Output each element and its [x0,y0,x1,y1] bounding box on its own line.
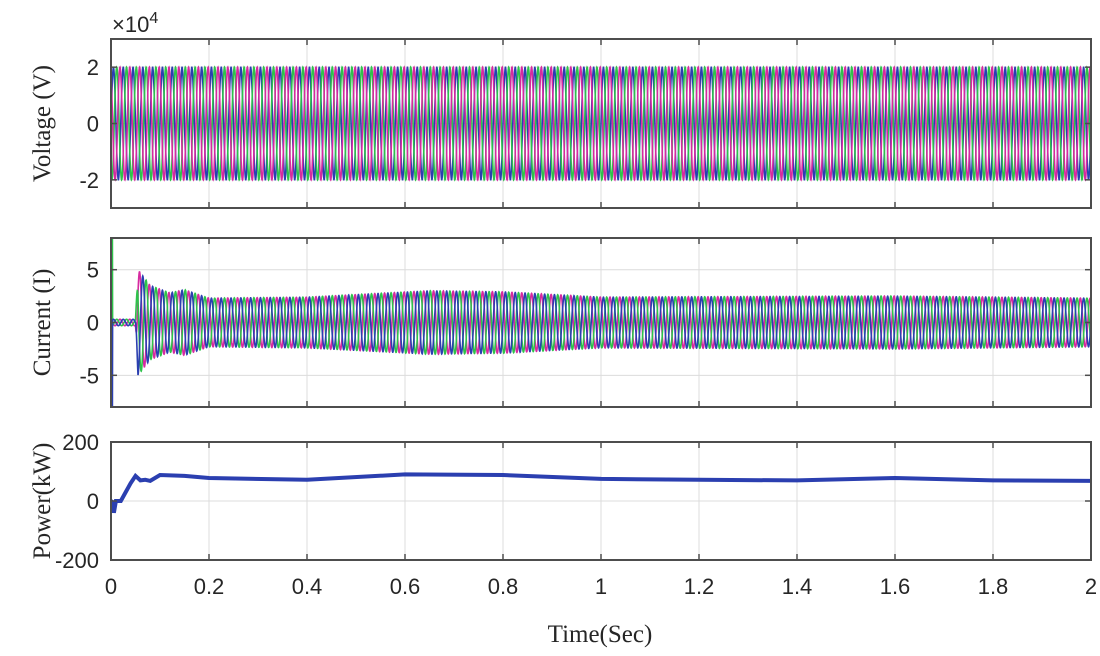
x-tick-label: 1.4 [782,574,813,599]
current-y-axis-label: Current (I) [29,269,56,377]
current-y-tick-label: 0 [87,311,99,336]
x-tick-label: 2 [1085,574,1097,599]
x-tick-label: 0.8 [488,574,519,599]
current-y-tick-label: -5 [79,363,99,388]
current-phase-2-line [111,238,1091,373]
voltage-phase-3-line [111,65,1091,182]
current-phase-3-line [111,274,1091,407]
x-tick-label: 1 [595,574,607,599]
voltage-y-tick-label: 0 [87,112,99,137]
power-y-tick-label: -200 [55,548,99,573]
x-tick-label: 0.6 [390,574,421,599]
power-y-tick-label: 200 [62,430,99,455]
voltage-exponent-label: ×104 [112,10,158,37]
voltage-phase-2-line [111,65,1091,182]
voltage-phase-1-line [111,66,1091,181]
x-axis-label: Time(Sec) [548,621,653,648]
x-tick-label: 0 [105,574,117,599]
x-tick-label: 1.6 [880,574,911,599]
voltage-y-axis-label: Voltage (V) [29,65,56,182]
current-subplot: 5 0 -5 Current (I) [29,237,1092,408]
power-series-line [111,472,1091,514]
current-y-tick-label: 5 [87,258,99,283]
power-y-tick-label: 0 [87,489,99,514]
x-tick-label: 1.8 [978,574,1009,599]
voltage-y-tick-label: -2 [79,168,99,193]
voltage-subplot: 2 0 -2 Voltage (V) [29,38,1092,209]
x-tick-label: 0.4 [292,574,323,599]
current-phase-1-line [111,271,1091,368]
voltage-y-tick-label: 2 [87,55,99,80]
x-tick-label: 0.2 [194,574,225,599]
power-y-axis-label: Power(kW) [29,443,56,560]
x-tick-label: 1.2 [684,574,715,599]
